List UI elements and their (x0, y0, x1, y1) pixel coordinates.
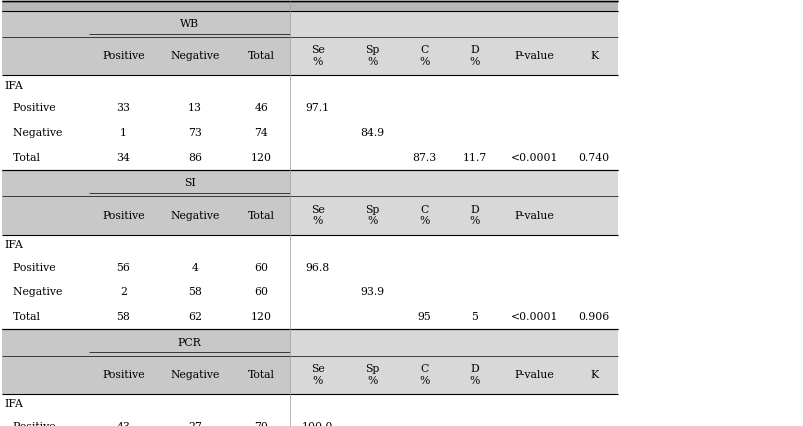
Bar (2, 145, 618, 170)
Bar (2, 75, 618, 96)
Text: SI: SI (184, 178, 195, 188)
Text: K: K (589, 51, 597, 61)
Bar (2, 235, 618, 255)
Bar (2, 280, 618, 305)
Bar (2, 96, 618, 121)
Bar (2, 394, 618, 414)
Text: 100.0: 100.0 (301, 422, 333, 426)
Bar (2, 329, 290, 356)
Bar (2, 1, 618, 11)
Text: Positive: Positive (102, 51, 145, 61)
Bar (2, 170, 618, 196)
Text: Se
%: Se % (310, 364, 324, 386)
Text: 62: 62 (188, 312, 202, 322)
Bar (2, 196, 290, 235)
Text: Positive: Positive (102, 210, 145, 221)
Bar (2, 196, 618, 235)
Bar (2, 255, 618, 280)
Bar (2, 305, 618, 329)
Bar (2, 329, 618, 356)
Text: D
%: D % (469, 205, 479, 226)
Text: 33: 33 (116, 103, 130, 113)
Text: 2: 2 (120, 287, 127, 297)
Text: Negative: Negative (170, 210, 219, 221)
Text: 43: 43 (116, 422, 130, 426)
Text: 58: 58 (188, 287, 202, 297)
Text: 73: 73 (188, 128, 202, 138)
Text: Total: Total (247, 210, 275, 221)
Text: Positive: Positive (102, 370, 145, 380)
Text: <0.0001: <0.0001 (510, 312, 558, 322)
Text: 60: 60 (254, 262, 268, 273)
Text: 70: 70 (254, 422, 268, 426)
Text: 95: 95 (417, 312, 431, 322)
Bar (2, 414, 618, 426)
Text: 0.906: 0.906 (578, 312, 609, 322)
Text: Se
%: Se % (310, 205, 324, 226)
Text: Total: Total (6, 153, 39, 163)
Text: Positive: Positive (6, 103, 55, 113)
Text: IFA: IFA (4, 81, 22, 91)
Text: 56: 56 (116, 262, 130, 273)
Text: 86: 86 (188, 153, 202, 163)
Text: 4: 4 (191, 262, 198, 273)
Text: Se
%: Se % (310, 46, 324, 67)
Text: 1: 1 (120, 128, 127, 138)
Text: Total: Total (6, 312, 39, 322)
Text: 120: 120 (251, 153, 271, 163)
Text: 46: 46 (254, 103, 268, 113)
Text: Positive: Positive (6, 422, 55, 426)
Text: 5: 5 (471, 312, 477, 322)
Text: IFA: IFA (4, 240, 22, 250)
Text: Total: Total (247, 370, 275, 380)
Text: Negative: Negative (6, 128, 62, 138)
Text: 11.7: 11.7 (462, 153, 486, 163)
Text: Negative: Negative (6, 287, 62, 297)
Text: K: K (589, 370, 597, 380)
Bar (2, 37, 290, 75)
Text: 58: 58 (116, 312, 130, 322)
Text: 93.9: 93.9 (360, 287, 384, 297)
Text: P-value: P-value (514, 210, 554, 221)
Text: P-value: P-value (514, 370, 554, 380)
Text: 97.1: 97.1 (305, 103, 329, 113)
Text: Sp
%: Sp % (365, 364, 379, 386)
Text: Negative: Negative (170, 51, 219, 61)
Text: 96.8: 96.8 (305, 262, 329, 273)
Text: C
%: C % (419, 205, 429, 226)
Bar (2, 11, 290, 37)
Text: D
%: D % (469, 364, 479, 386)
Bar (2, 37, 618, 75)
Text: Total: Total (247, 51, 275, 61)
Text: <0.0001: <0.0001 (510, 153, 558, 163)
Text: D
%: D % (469, 46, 479, 67)
Text: 120: 120 (251, 312, 271, 322)
Text: 27: 27 (188, 422, 202, 426)
Text: IFA: IFA (4, 399, 22, 409)
Bar (2, 356, 618, 394)
Text: Positive: Positive (6, 262, 55, 273)
Text: Negative: Negative (170, 370, 219, 380)
Bar (2, 11, 618, 37)
Text: Sp
%: Sp % (365, 46, 379, 67)
Text: Sp
%: Sp % (365, 205, 379, 226)
Text: 87.3: 87.3 (412, 153, 436, 163)
Text: 0.740: 0.740 (578, 153, 609, 163)
Text: C
%: C % (419, 46, 429, 67)
Text: 34: 34 (116, 153, 130, 163)
Text: PCR: PCR (177, 337, 202, 348)
Text: WB: WB (180, 19, 199, 29)
Text: 84.9: 84.9 (360, 128, 384, 138)
Text: 74: 74 (254, 128, 268, 138)
Text: C
%: C % (419, 364, 429, 386)
Bar (2, 170, 290, 196)
Bar (2, 121, 618, 145)
Text: 13: 13 (188, 103, 202, 113)
Bar (2, 356, 290, 394)
Text: P-value: P-value (514, 51, 554, 61)
Text: 60: 60 (254, 287, 268, 297)
